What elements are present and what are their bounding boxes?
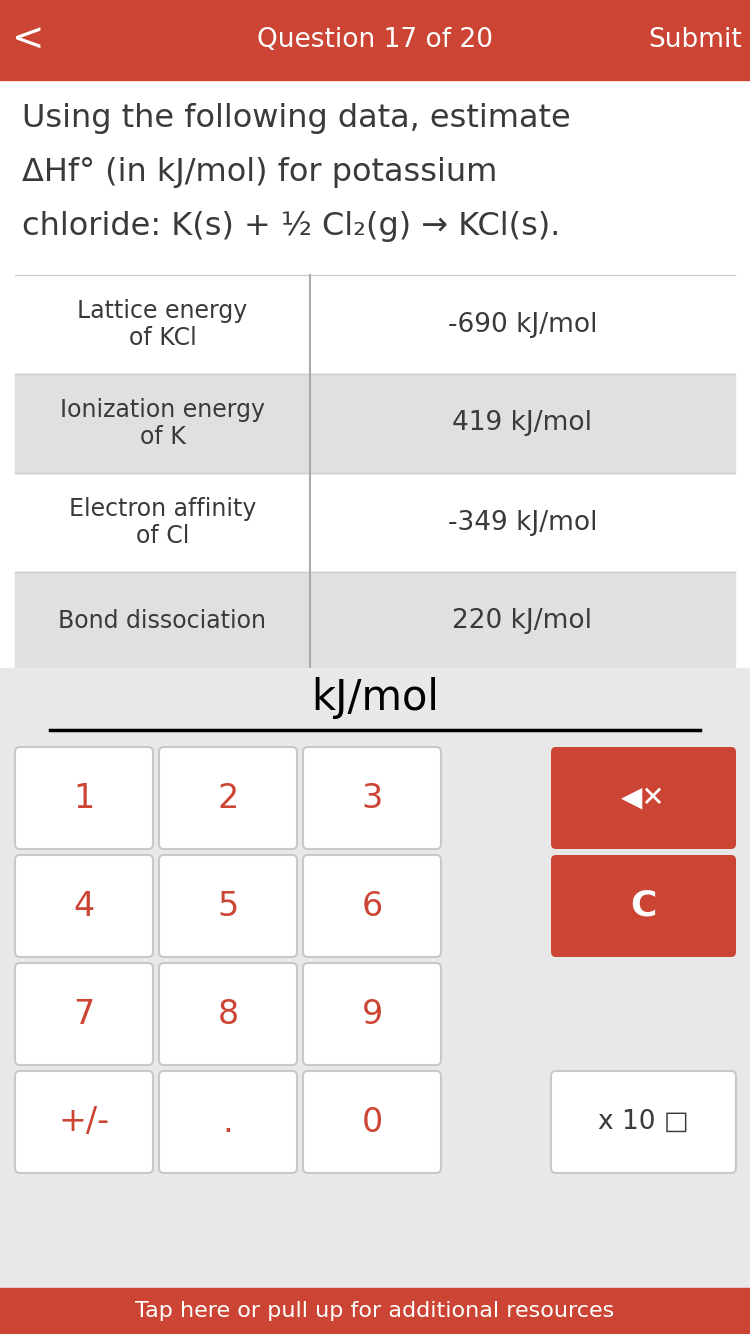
Text: 7: 7	[74, 998, 94, 1030]
FancyBboxPatch shape	[159, 963, 297, 1065]
Text: Tap here or pull up for additional resources: Tap here or pull up for additional resou…	[135, 1301, 615, 1321]
Text: 8: 8	[217, 998, 238, 1030]
Text: Submit: Submit	[648, 27, 742, 53]
Bar	[0, 1289, 750, 1334]
Bar	[0, 668, 750, 1334]
Text: -690 kJ/mol: -690 kJ/mol	[448, 312, 597, 338]
FancyBboxPatch shape	[15, 855, 153, 956]
Text: kJ/mol: kJ/mol	[311, 676, 439, 719]
FancyBboxPatch shape	[551, 855, 736, 956]
FancyBboxPatch shape	[159, 747, 297, 848]
Text: 4: 4	[74, 890, 94, 923]
Text: Electron affinity
of Cl: Electron affinity of Cl	[69, 496, 256, 548]
Text: x 10 □: x 10 □	[598, 1109, 688, 1135]
Text: chloride: K(s) + ½ Cl₂(g) → KCl(s).: chloride: K(s) + ½ Cl₂(g) → KCl(s).	[22, 211, 560, 241]
Text: Question 17 of 20: Question 17 of 20	[257, 27, 493, 53]
FancyBboxPatch shape	[303, 855, 441, 956]
Text: 1: 1	[74, 782, 94, 815]
FancyBboxPatch shape	[159, 1071, 297, 1173]
Text: +/-: +/-	[58, 1106, 110, 1138]
Bar	[15, 374, 735, 474]
Text: Using the following data, estimate: Using the following data, estimate	[22, 103, 571, 133]
Text: 5: 5	[217, 890, 238, 923]
Text: 2: 2	[217, 782, 238, 815]
Text: 6: 6	[362, 890, 382, 923]
Bar	[15, 572, 735, 671]
Text: .: .	[223, 1106, 233, 1138]
Bar	[0, 80, 750, 672]
Text: C: C	[630, 888, 657, 923]
FancyBboxPatch shape	[15, 963, 153, 1065]
FancyBboxPatch shape	[15, 747, 153, 848]
FancyBboxPatch shape	[303, 963, 441, 1065]
FancyBboxPatch shape	[159, 855, 297, 956]
Text: 419 kJ/mol: 419 kJ/mol	[452, 411, 592, 436]
Text: 3: 3	[362, 782, 382, 815]
Text: 9: 9	[362, 998, 382, 1030]
Text: -349 kJ/mol: -349 kJ/mol	[448, 510, 597, 535]
Text: ΔHf° (in kJ/mol) for potassium: ΔHf° (in kJ/mol) for potassium	[22, 156, 497, 188]
Text: 0: 0	[362, 1106, 382, 1138]
Text: <: <	[12, 21, 44, 59]
Text: 220 kJ/mol: 220 kJ/mol	[452, 608, 592, 635]
Text: Ionization energy
of K: Ionization energy of K	[60, 398, 265, 450]
Text: Lattice energy
of KCl: Lattice energy of KCl	[77, 299, 248, 351]
FancyBboxPatch shape	[551, 747, 736, 848]
FancyBboxPatch shape	[303, 747, 441, 848]
FancyBboxPatch shape	[551, 1071, 736, 1173]
FancyBboxPatch shape	[303, 1071, 441, 1173]
Bar	[0, 0, 750, 80]
FancyBboxPatch shape	[15, 1071, 153, 1173]
Text: Bond dissociation: Bond dissociation	[58, 610, 266, 634]
Text: ◀✕: ◀✕	[621, 784, 666, 812]
